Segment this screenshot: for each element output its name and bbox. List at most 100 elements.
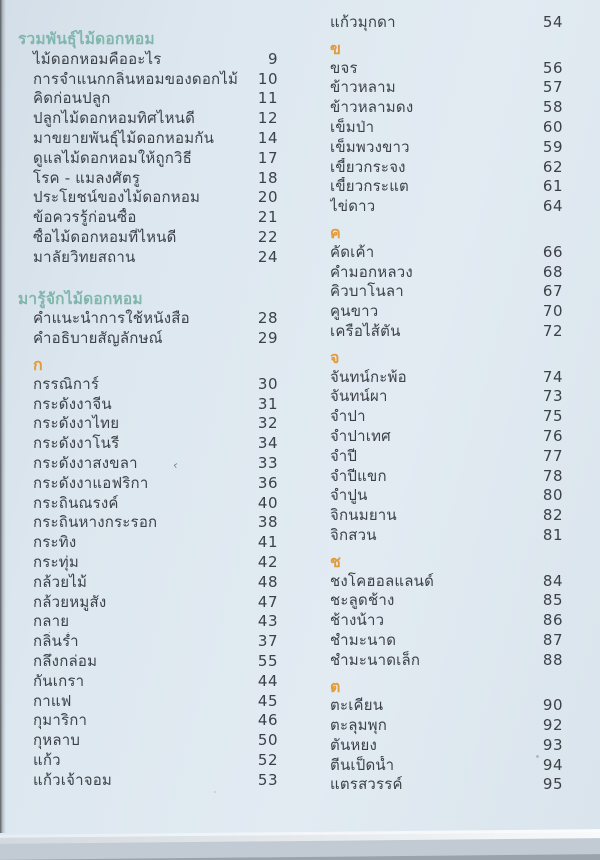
toc-entry-row: ชงโคฮอลแลนด์ 84 — [330, 572, 563, 592]
toc-entry-title: ซื้อไม้ดอกหอมที่ไหนดี — [33, 227, 177, 246]
toc-entry-title: ขจร — [330, 58, 358, 77]
toc-entry-page-number: 28 — [257, 309, 278, 328]
toc-entry-page-number: 57 — [542, 78, 563, 97]
toc-entry-row: กลึงกล่อม 55 — [18, 652, 278, 672]
toc-entry-row: คำแนะนำการใช้หนังสือ 28 — [18, 309, 278, 329]
toc-entry-title: กุมาริกา — [33, 711, 88, 730]
toc-entry-row: กลาย 43 — [18, 612, 278, 632]
toc-entry-title: จิกสวน — [330, 525, 377, 544]
toc-letter-heading: จ — [330, 348, 563, 368]
toc-entry-title: เครือไส้ตัน — [330, 321, 401, 340]
toc-section-header: รวมพันธุ์ไม้ดอกหอม — [18, 30, 278, 50]
toc-entry-title: ข้อควรรู้ก่อนซื้อ — [33, 208, 137, 227]
toc-entry-page-number: 32 — [257, 414, 278, 433]
toc-entry-page-number: 17 — [257, 148, 278, 167]
toc-entry-title: การจำแนกกลิ่นหอมของดอกไม้ — [33, 69, 239, 88]
toc-entry-title: กระทุ่ม — [33, 552, 79, 571]
toc-entry-page-number: 48 — [257, 572, 278, 591]
toc-entry-title: แก้ว — [33, 750, 61, 769]
toc-entry-page-number: 33 — [257, 453, 278, 472]
toc-entry-title: เขี้ยวกระแต — [330, 177, 409, 196]
toc-entry-row: คูนขาว 70 — [330, 302, 563, 322]
toc-entry-row: เขี้ยวกระจง 62 — [330, 158, 563, 178]
toc-entry-row: คำมอกหลวง 68 — [330, 263, 563, 283]
toc-entry-page-number: 81 — [542, 525, 563, 544]
toc-entry-page-number: 60 — [542, 117, 563, 136]
toc-entry-row: แก้วเจ้าจอม 53 — [18, 771, 278, 791]
toc-entry-title: กระดังงาไทย — [33, 414, 120, 433]
toc-entry-row: จันทน์ผา 73 — [330, 387, 563, 407]
toc-entry-title: กุหลาบ — [33, 731, 81, 750]
toc-entry-row: ช้างน้าว 86 — [330, 611, 563, 631]
toc-entry-row: ซื้อไม้ดอกหอมที่ไหนดี 22 — [18, 228, 278, 248]
toc-entry-row: ชำมะนาดเล็ก 88 — [330, 651, 563, 671]
toc-entry-title: ประโยชน์ของไม้ดอกหอม — [33, 188, 201, 207]
toc-entry-title: จันทน์กะพ้อ — [330, 367, 407, 386]
toc-entry-row: จำปาเทศ 76 — [330, 427, 563, 447]
toc-entry-row: การจำแนกกลิ่นหอมของดอกไม้ 10 — [18, 70, 278, 90]
toc-entry-title: กลิ่นร่ำ — [33, 632, 79, 651]
toc-entry-page-number: 80 — [542, 486, 563, 505]
toc-entry-title: มาลัยวิทยสถาน — [33, 247, 136, 266]
toc-entry-row: แก้วมุกดา 54 — [330, 13, 563, 33]
toc-entry-row: กาแฟ 45 — [18, 692, 278, 712]
toc-entry-row: กระทุ่ม 42 — [18, 553, 278, 573]
toc-entry-title: ข้าวหลาม — [330, 78, 396, 97]
toc-entry-title: กระทิง — [33, 533, 77, 552]
toc-entry-title: กระดังงาสงขลา — [33, 453, 138, 472]
toc-entry-title: ชะลูดช้าง — [330, 591, 395, 610]
toc-entry-row: มาลัยวิทยสถาน 24 — [18, 248, 278, 268]
toc-entry-page-number: 61 — [542, 177, 563, 196]
toc-entry-page-number: 44 — [257, 671, 278, 690]
toc-entry-row: ปลูกไม้ดอกหอมทิศไหนดี 12 — [18, 109, 278, 129]
toc-entry-page-number: 50 — [257, 731, 278, 750]
toc-entry-page-number: 47 — [257, 592, 278, 611]
toc-entry-title: ช้างน้าว — [330, 611, 385, 630]
toc-entry-title: แก้วเจ้าจอม — [33, 770, 112, 789]
toc-column-left: รวมพันธุ์ไม้ดอกหอม ไม้ดอกหอมคืออะไร 9 การจำ… — [18, 30, 278, 790]
toc-entry-page-number: 36 — [257, 473, 278, 492]
toc-entry-row: จำปีแขก 78 — [330, 467, 563, 487]
toc-heading-text: จ — [330, 347, 340, 367]
toc-entry-page-number: 86 — [542, 611, 563, 630]
toc-entry-row: เขี้ยวกระแต 61 — [330, 177, 563, 197]
toc-entry-title: กันเกรา — [33, 671, 85, 690]
toc-entry-page-number: 87 — [542, 630, 563, 649]
toc-entry-row: แตรสวรรค์ 95 — [330, 775, 563, 795]
toc-entry-page-number: 54 — [542, 13, 563, 31]
toc-entry-title: กระดังงาจีน — [33, 394, 112, 413]
toc-entry-row: กระถินหางกระรอก 38 — [18, 513, 278, 533]
toc-entry-page-number: 75 — [542, 407, 563, 426]
toc-entry-row: ไข่ดาว 64 — [330, 197, 563, 217]
toc-entry-title: โรค - แมลงศัตรู — [33, 168, 141, 187]
toc-entry-row: เข็มพวงขาว 59 — [330, 138, 563, 158]
toc-entry-page-number: 94 — [542, 755, 563, 774]
page-left-edge-shadow — [0, 0, 6, 833]
toc-entry-row: มาขยายพันธุ์ไม้ดอกหอมกัน 14 — [18, 129, 278, 149]
toc-entry-title: กระถินหางกระรอก — [33, 513, 158, 532]
toc-entry-page-number: 64 — [542, 197, 563, 216]
toc-entry-page-number: 52 — [257, 750, 278, 769]
scan-speckle — [214, 791, 216, 793]
toc-entry-page-number: 14 — [257, 128, 278, 147]
toc-entry-title: แตรสวรรค์ — [330, 775, 403, 794]
toc-entry-page-number: 29 — [257, 329, 278, 348]
toc-entry-title: เข็มป่า — [330, 117, 375, 136]
toc-heading-text: ต — [330, 676, 341, 696]
toc-entry-row: แก้ว 52 — [18, 751, 278, 771]
toc-entry-title: คิวบาโนลา — [330, 282, 404, 301]
toc-entry-page-number: 11 — [257, 89, 278, 108]
toc-letter-heading: ข — [330, 39, 563, 59]
toc-entry-row: กระดังงาแอฟริกา 36 — [18, 474, 278, 494]
toc-entry-title: ไม้ดอกหอมคืออะไร — [33, 49, 162, 68]
toc-entry-title: กระถินณรงค์ — [33, 493, 119, 512]
toc-entry-title: กรรณิการ์ — [33, 374, 100, 393]
toc-entry-page-number: 70 — [542, 302, 563, 321]
toc-entry-page-number: 18 — [257, 168, 278, 187]
toc-entry-page-number: 82 — [542, 506, 563, 525]
toc-entry-page-number: 68 — [542, 262, 563, 281]
toc-entry-title: จันทน์ผา — [330, 387, 388, 406]
toc-entry-title: คูนขาว — [330, 302, 379, 321]
toc-entry-page-number: 46 — [257, 711, 278, 730]
